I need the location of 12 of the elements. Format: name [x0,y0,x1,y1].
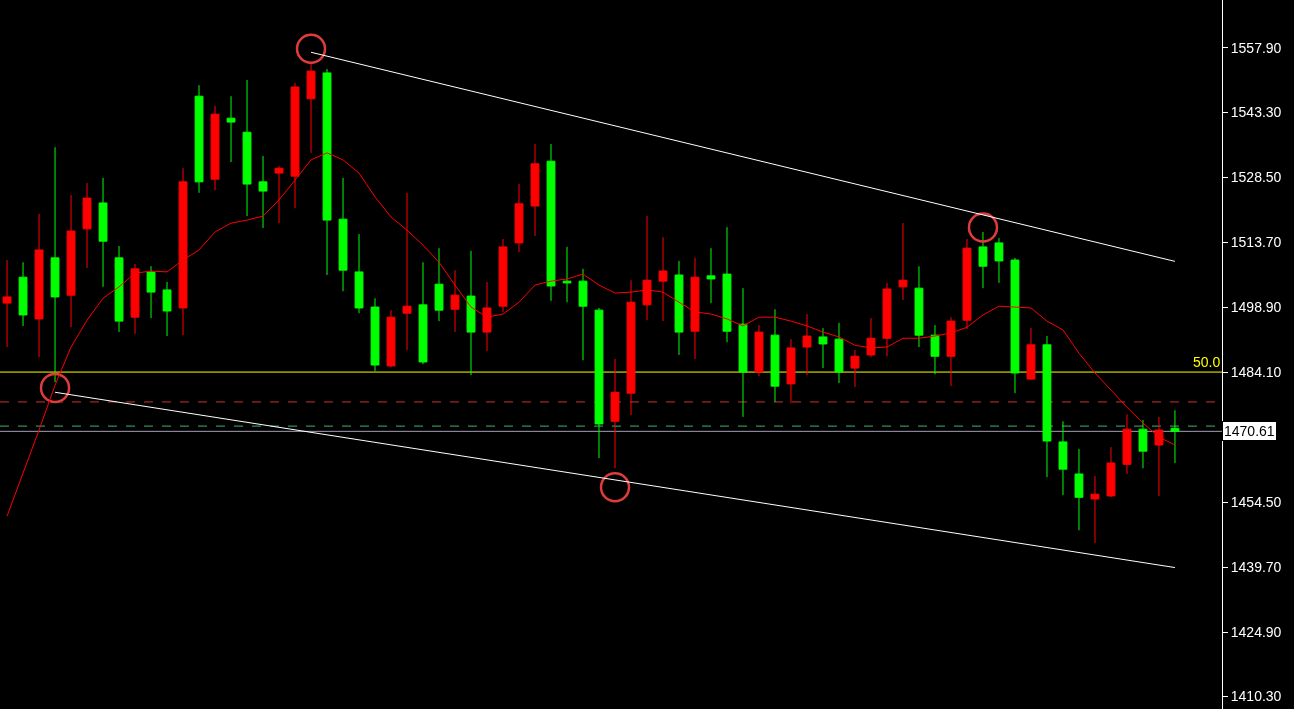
y-tick-label: 1424.90 [1230,624,1282,641]
y-tick-label: 1528.50 [1230,168,1282,185]
y-tick-label: 1454.50 [1230,494,1282,510]
y-tick-label: 1513.70 [1230,233,1282,250]
y-tick-label: 1498.90 [1230,298,1282,315]
y-tick-label: 1557.90 [1230,39,1282,56]
y-tick-label: 1543.30 [1230,103,1282,120]
y-tick-label: 1410.30 [1230,688,1282,705]
y-tick-label: 1439.70 [1230,559,1282,576]
annotation: 50.0 [1193,354,1221,370]
ref-line-label: 1470.61 [1224,423,1275,439]
y-tick-label: 1484.10 [1230,363,1282,380]
